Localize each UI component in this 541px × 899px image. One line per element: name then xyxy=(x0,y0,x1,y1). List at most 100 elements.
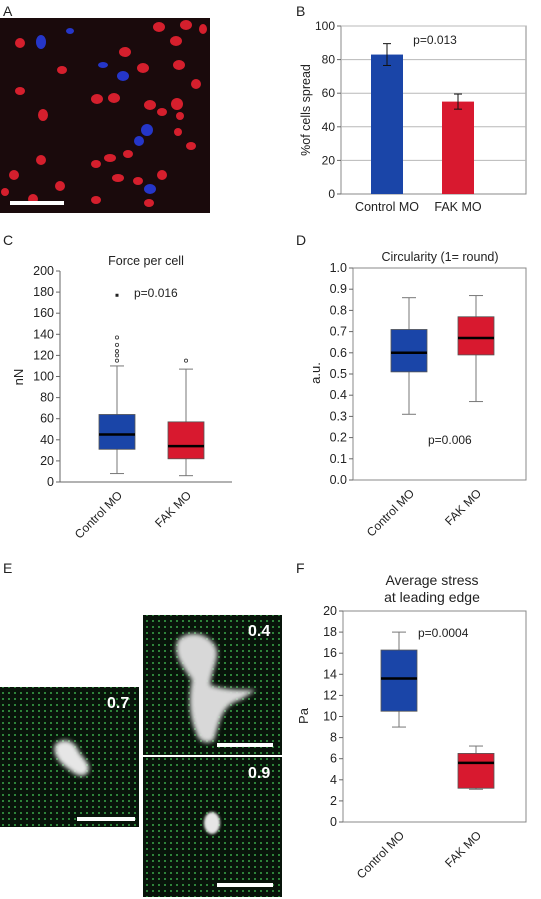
outlier-point xyxy=(115,358,120,363)
nucleus xyxy=(191,79,201,89)
cell-e-left xyxy=(54,740,89,776)
plot-frame xyxy=(352,267,527,481)
nucleus xyxy=(170,36,182,46)
y-tick-label: 0.9 xyxy=(330,282,347,296)
chart-c-force: 0 20 40 60 80 100 120 140 160 180 200 Control MO FAK… xyxy=(11,254,232,542)
label-e-left: 0.7 xyxy=(107,695,129,712)
nucleus xyxy=(144,100,156,110)
nucleus xyxy=(199,24,207,34)
y-tick-label: 0.0 xyxy=(330,473,347,487)
y-tick-label: 0.6 xyxy=(330,346,347,360)
nucleus xyxy=(91,160,101,168)
nucleus xyxy=(157,170,167,180)
box-control xyxy=(390,329,428,373)
y-tick-label: 18 xyxy=(323,625,337,639)
nucleus xyxy=(174,128,182,136)
p-value-label: p=0.006 xyxy=(428,433,472,447)
y-tick-label: 0 xyxy=(47,475,54,489)
nucleus xyxy=(141,124,153,136)
nucleus xyxy=(104,154,116,162)
box-control xyxy=(98,414,136,450)
plot-frame xyxy=(340,25,527,195)
chart-b-spread: 0 20 40 60 80 100 Control MO FAK MO p=0.013 %of c… xyxy=(299,19,527,214)
y-tick-label: 10 xyxy=(323,710,337,724)
nucleus xyxy=(98,62,108,68)
y-tick-label: 160 xyxy=(33,306,54,320)
nucleus xyxy=(38,109,48,121)
panel-letter-b: B xyxy=(296,3,305,19)
scale-bar-e-top xyxy=(217,743,273,747)
outlier-point xyxy=(115,349,120,354)
outlier-point xyxy=(115,335,120,340)
box-control xyxy=(380,649,418,712)
nucleus xyxy=(137,63,149,73)
nucleus xyxy=(55,181,65,191)
micrograph-e-top: 0.4 xyxy=(143,615,282,755)
y-tick-label: 0.4 xyxy=(330,388,347,402)
y-tick-label: 140 xyxy=(33,327,54,341)
y-tick-label: 6 xyxy=(330,752,337,766)
x-category-label: FAK MO xyxy=(442,828,484,870)
y-tick-label: 0.1 xyxy=(330,452,347,466)
y-tick-label: 14 xyxy=(323,667,337,681)
nucleus xyxy=(91,94,103,104)
y-tick-label: 80 xyxy=(40,391,54,405)
label-e-bottom: 0.9 xyxy=(248,765,270,782)
nucleus xyxy=(157,108,167,116)
p-value-label: p=0.0004 xyxy=(418,626,469,640)
nucleus xyxy=(36,155,46,165)
nucleus xyxy=(144,184,156,194)
y-axis-label: a.u. xyxy=(308,362,323,384)
nucleus xyxy=(144,199,154,207)
nucleus xyxy=(36,35,46,49)
micrograph-a-nuclei xyxy=(1,20,207,207)
micrograph-e-left: 0.7 xyxy=(0,687,139,827)
panel-letter-d: D xyxy=(296,232,306,248)
y-tick-label: 1.0 xyxy=(330,261,347,275)
y-tick-label: 180 xyxy=(33,285,54,299)
micrograph-a-background xyxy=(0,18,210,213)
y-axis-label: %of cells spread xyxy=(299,64,313,156)
cell-e-bottom xyxy=(204,812,220,834)
nucleus xyxy=(15,38,25,48)
panel-letter-a: A xyxy=(3,3,13,19)
y-tick-label: 0 xyxy=(328,187,335,201)
nucleus xyxy=(1,188,9,196)
bar-fak xyxy=(442,101,474,194)
outlier-point xyxy=(183,358,188,363)
nucleus xyxy=(186,142,196,150)
panel-letter-c: C xyxy=(3,232,13,248)
x-category-label: FAK MO xyxy=(442,486,484,528)
nucleus xyxy=(15,87,25,95)
scale-bar-a xyxy=(10,201,64,205)
y-tick-label: 20 xyxy=(40,454,54,468)
y-tick-label: 60 xyxy=(322,86,336,100)
x-category-label: Control MO xyxy=(354,828,407,881)
y-tick-label: 60 xyxy=(40,412,54,426)
nucleus xyxy=(9,170,19,180)
y-tick-label: 0.8 xyxy=(330,303,347,317)
cell-e-top xyxy=(176,633,256,743)
chart-title: at leading edge xyxy=(384,589,480,605)
p-value-label: p=0.016 xyxy=(134,286,178,300)
label-e-top: 0.4 xyxy=(248,623,270,640)
y-tick-label: 2 xyxy=(330,794,337,808)
y-tick-label: 8 xyxy=(330,731,337,745)
y-tick-label: 40 xyxy=(40,433,54,447)
nucleus xyxy=(57,66,67,74)
micrograph-e-bottom: 0.9 xyxy=(143,757,282,897)
nucleus xyxy=(108,93,120,103)
chart-title: Average stress xyxy=(385,572,478,588)
micrograph-a xyxy=(0,18,210,213)
x-category-label: Control MO xyxy=(364,486,417,539)
nucleus xyxy=(171,98,183,110)
outlier-point xyxy=(115,353,120,358)
y-tick-label: 100 xyxy=(33,370,54,384)
y-tick-label: 4 xyxy=(330,773,337,787)
y-tick-label: 12 xyxy=(323,688,337,702)
y-tick-label: 0 xyxy=(330,815,337,829)
nucleus xyxy=(119,47,131,57)
p-value-label: p=0.013 xyxy=(413,33,457,47)
nucleus xyxy=(66,28,74,34)
